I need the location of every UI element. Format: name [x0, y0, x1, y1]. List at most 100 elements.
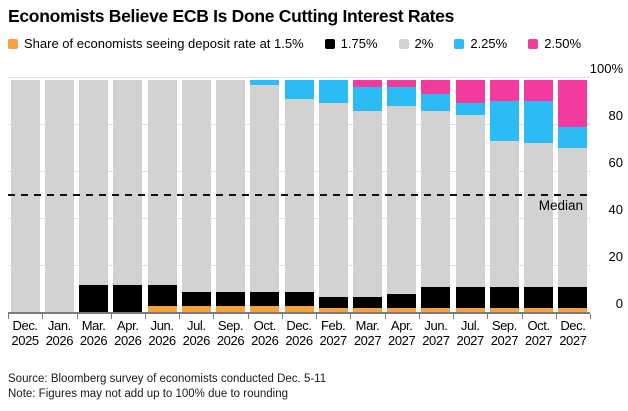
- axis-tick: [144, 314, 146, 319]
- bar-column: [421, 79, 451, 313]
- bar-segment-1.75%: [558, 287, 588, 309]
- bar-column: [284, 79, 314, 313]
- bar-column: [318, 79, 348, 313]
- axis-tick: [281, 314, 283, 319]
- page-title: Economists Believe ECB Is Done Cutting I…: [8, 6, 455, 26]
- bar-segment-1.5%: [181, 305, 211, 313]
- gridline: [8, 77, 590, 78]
- bar-segment-2.50%: [387, 79, 417, 88]
- bar-segment-1.75%: [79, 284, 109, 313]
- bar-column: [558, 79, 588, 313]
- median-line: [8, 194, 590, 197]
- bar-column: [387, 79, 417, 313]
- x-axis-label: Jul. 2026: [182, 318, 211, 348]
- legend-swatch-1-5-icon: [8, 38, 18, 49]
- bar-segment-1.75%: [216, 291, 245, 306]
- bar-segment-2.25%: [284, 79, 314, 99]
- bar-segment-2%: [558, 148, 588, 288]
- y-axis-label: 100%: [589, 60, 623, 76]
- bar-column: [353, 79, 382, 313]
- bar-segment-2%: [387, 105, 417, 295]
- bar-segment-2%: [79, 79, 109, 285]
- bar-segment-2%: [318, 103, 348, 297]
- bar-segment-2%: [10, 79, 40, 313]
- axis-tick: [350, 314, 352, 319]
- x-axis-label: Jun. 2027: [422, 318, 450, 348]
- legend: Share of economists seeing deposit rate …: [8, 36, 624, 51]
- legend-item-1-5: Share of economists seeing deposit rate …: [8, 36, 304, 51]
- x-axis-label: Feb. 2027: [319, 318, 348, 348]
- bar-column: [44, 79, 74, 313]
- legend-swatch-2-icon: [398, 38, 409, 49]
- bar-segment-1.5%: [284, 305, 314, 313]
- bar-segment-2%: [489, 141, 519, 288]
- x-axis-line: [8, 312, 590, 314]
- bar-segment-1.75%: [318, 296, 348, 309]
- bar-segment-1.75%: [455, 287, 485, 309]
- x-axis-label: Apr. 2027: [388, 318, 416, 348]
- bar-segment-2%: [250, 84, 280, 292]
- x-axis-label: Sep. 2027: [490, 318, 519, 348]
- bar-segment-2%: [147, 79, 177, 285]
- axis-tick: [179, 314, 181, 319]
- bar-segment-2.50%: [524, 79, 554, 102]
- bar-segment-1.75%: [250, 291, 280, 306]
- bar-segment-2.50%: [421, 79, 451, 95]
- bar-segment-2.25%: [250, 79, 280, 85]
- bar-segment-2.25%: [455, 103, 485, 116]
- bar-segment-1.75%: [421, 287, 451, 309]
- legend-label: 2%: [414, 36, 434, 51]
- bar-segment-2.50%: [455, 79, 485, 104]
- axis-tick: [521, 314, 523, 319]
- bar-segment-2.50%: [353, 79, 382, 87]
- bar-segment-2%: [353, 110, 382, 297]
- x-axis-label: Dec. 2027: [559, 318, 587, 348]
- legend-item-2: 2%: [398, 36, 434, 51]
- bar-segment-2.25%: [387, 87, 417, 106]
- legend-label: 2.50%: [544, 36, 582, 51]
- x-axis-label: Dec. 2025: [11, 318, 39, 348]
- bar-column: [216, 79, 245, 313]
- bar-segment-1.5%: [250, 305, 280, 313]
- bar-segment-2%: [524, 143, 554, 288]
- legend-swatch-1-75-icon: [324, 38, 335, 49]
- bar-segment-1.5%: [524, 308, 554, 313]
- bar-segment-1.5%: [421, 308, 451, 313]
- x-axis-label: Oct. 2026: [251, 318, 279, 348]
- bar-segment-1.5%: [353, 308, 382, 313]
- y-axis-label: 60: [608, 154, 623, 170]
- axis-tick: [213, 314, 215, 319]
- bar-column: [147, 79, 177, 313]
- bar-segment-1.75%: [387, 294, 417, 309]
- axis-tick: [590, 314, 591, 319]
- x-axis-label: Jan. 2026: [45, 318, 74, 348]
- bar-segment-1.5%: [558, 308, 588, 313]
- bar-segment-1.5%: [455, 308, 485, 313]
- bar-column: [250, 79, 280, 313]
- footer-source: Source: Bloomberg survey of economists c…: [8, 373, 327, 385]
- bar-segment-2%: [44, 79, 74, 313]
- bar-segment-1.5%: [318, 308, 348, 313]
- x-axis-label: Dec. 2026: [285, 318, 313, 348]
- x-axis-label: Apr. 2026: [114, 318, 142, 348]
- bar-segment-2.25%: [524, 101, 554, 144]
- bar-segment-1.5%: [489, 308, 519, 313]
- bar-segment-2.25%: [558, 127, 588, 149]
- bar-column: [79, 79, 109, 313]
- bar-segment-2%: [216, 79, 245, 292]
- bar-segment-1.75%: [113, 284, 143, 313]
- bar-segment-1.75%: [524, 287, 554, 309]
- x-axis-label: Mar. 2026: [79, 318, 108, 348]
- legend-swatch-2-50-icon: [528, 38, 539, 49]
- bar-segment-1.5%: [216, 305, 245, 313]
- axis-tick: [487, 314, 489, 319]
- legend-swatch-2-25-icon: [454, 38, 465, 49]
- legend-label: 2.25%: [470, 36, 508, 51]
- bar-segment-2.50%: [489, 79, 519, 102]
- x-axis-label: Jun. 2026: [148, 318, 176, 348]
- x-axis-label: Oct. 2027: [524, 318, 553, 348]
- bar-segment-1.75%: [181, 291, 211, 306]
- legend-item-2-50: 2.50%: [528, 36, 581, 51]
- bar-segment-1.5%: [387, 308, 417, 313]
- bar-segment-1.75%: [147, 284, 177, 306]
